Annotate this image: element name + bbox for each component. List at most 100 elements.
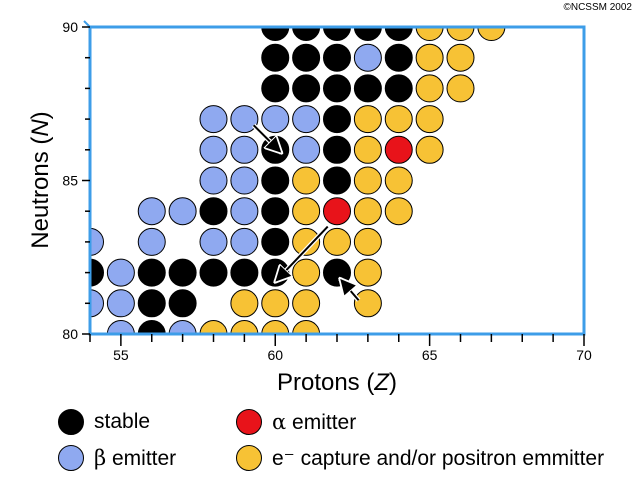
nuclide-point-stable: [384, 27, 413, 41]
decay-arrows: [252, 123, 361, 302]
nuclide-point-beta: [199, 105, 228, 134]
copyright-notice: ©NCSSM 2002: [563, 2, 632, 13]
nuclide-point-ec: [446, 43, 475, 72]
legend-ec-label: e⁻ capture and/or positron emmitter: [272, 446, 604, 471]
legend-beta-text: emitter: [106, 446, 177, 470]
x-axis-label: Protons (Z): [277, 369, 397, 396]
nuclide-point-beta: [230, 105, 259, 134]
nuclide-point-beta: [90, 227, 104, 256]
legend-ec-symbol: e⁻: [272, 446, 295, 470]
nuclide-point-stable: [353, 74, 382, 103]
legend-alpha-text: emitter: [286, 410, 357, 434]
nuclide-point-beta: [168, 320, 197, 334]
nuclide-point-ec: [230, 289, 259, 318]
nuclide-point-ec: [446, 27, 475, 41]
nuclide-point-stable: [261, 197, 290, 226]
legend-stable-label: stable: [94, 410, 151, 433]
nuclide-point-beta: [106, 320, 135, 334]
nuclide-point-beta: [168, 197, 197, 226]
y-axis-label: Neutrons (N): [27, 111, 54, 248]
nuclide-point-beta: [199, 227, 228, 256]
decay-arrow: [340, 279, 360, 301]
y-tick-label: 80: [62, 326, 78, 342]
nuclide-point-beta: [261, 105, 290, 134]
x-tick-label: 60: [267, 347, 283, 363]
nuclide-point-ec: [384, 166, 413, 195]
nuclide-point-alpha: [384, 135, 413, 164]
legend-stable-swatch: [58, 409, 84, 435]
legend-ec-text: capture and/or positron emmitter: [294, 446, 605, 470]
nuclide-point-stable: [323, 258, 351, 287]
nuclide-point-stable: [261, 227, 290, 256]
nuclide-point-ec: [292, 258, 321, 287]
nuclide-point-stable: [137, 320, 166, 334]
x-tick-label: 70: [576, 347, 592, 363]
legend-alpha-symbol: α: [272, 409, 287, 434]
legend-beta-symbol: β: [94, 445, 107, 470]
nuclide-point-stable: [384, 74, 413, 103]
nuclide-point-beta: [292, 105, 321, 134]
nuclide-point-stable: [323, 74, 351, 103]
nuclide-point-beta: [137, 227, 166, 256]
nuclide-point-stable: [261, 43, 290, 72]
y-tick-label: 90: [62, 19, 78, 35]
nuclide-point-stable: [90, 258, 104, 287]
nuclide-point-stable: [168, 289, 197, 318]
legend-stable: stable: [58, 409, 150, 435]
nuclide-point-ec: [415, 74, 444, 103]
nuclide-point-stable: [323, 166, 351, 195]
nuclide-point-beta: [106, 258, 135, 287]
nuclide-point-ec: [353, 166, 382, 195]
decay-arrow: [252, 124, 282, 153]
nuclide-point-stable: [199, 258, 228, 287]
plot-area: [90, 0, 506, 334]
nuclide-point-ec: [415, 43, 444, 72]
x-tick-label: 65: [422, 347, 438, 363]
nuclide-point-ec: [292, 227, 321, 256]
nuclide-point-beta: [230, 166, 259, 195]
nuclide-point-stable: [292, 43, 321, 72]
decay-arrow: [275, 225, 329, 282]
nuclide-point-ec: [446, 74, 475, 103]
nuclide-point-stable: [323, 105, 351, 134]
nuclide-point-beta: [324, 0, 351, 10]
nuclide-point-ec: [353, 227, 382, 256]
nuclide-point-beta: [353, 43, 382, 72]
nuclide-point-ec: [323, 227, 351, 256]
nuclide-point-ec: [261, 289, 290, 318]
nuclide-point-alpha: [323, 197, 351, 226]
nuclide-point-stable: [323, 43, 351, 72]
nuclide-point-beta: [230, 197, 259, 226]
nuclide-point-ec: [353, 135, 382, 164]
nuclide-point-ec: [415, 105, 444, 134]
nuclide-point-ec: [292, 166, 321, 195]
nuclide-point-ec: [477, 27, 506, 41]
y-tick-label: 85: [62, 173, 78, 189]
legend-alpha-swatch: [236, 409, 262, 435]
nuclide-point-stable: [230, 258, 259, 287]
nuclide-point-ec: [353, 105, 382, 134]
x-tick-label: 55: [113, 347, 129, 363]
nuclide-point-stable: [292, 74, 321, 103]
legend-alpha-label: α emitter: [272, 410, 356, 435]
nuclide-point-ec: [353, 258, 382, 287]
nuclide-point-ec: [261, 320, 290, 334]
nuclide-point-beta: [137, 197, 166, 226]
nuclide-point-ec: [199, 320, 228, 334]
nuclide-point-beta: [90, 289, 104, 318]
nuclide-point-beta: [106, 289, 135, 318]
nuclide-point-stable: [323, 27, 351, 41]
nuclide-point-beta: [199, 135, 228, 164]
legend-beta-label: β emitter: [94, 446, 176, 471]
legend-beta: β emitter: [58, 445, 176, 471]
nuclide-point-stable: [261, 166, 290, 195]
nuclide-point-ec: [230, 320, 259, 334]
legend-beta-swatch: [58, 445, 84, 471]
legend-alpha: α emitter: [236, 409, 356, 435]
nuclide-point-stable: [261, 27, 290, 41]
nuclide-point-beta: [230, 227, 259, 256]
nuclide-point-beta: [230, 135, 259, 164]
nuclide-point-stable: [199, 197, 228, 226]
nuclide-point-ec: [384, 105, 413, 134]
legend-ec-swatch: [236, 445, 262, 471]
